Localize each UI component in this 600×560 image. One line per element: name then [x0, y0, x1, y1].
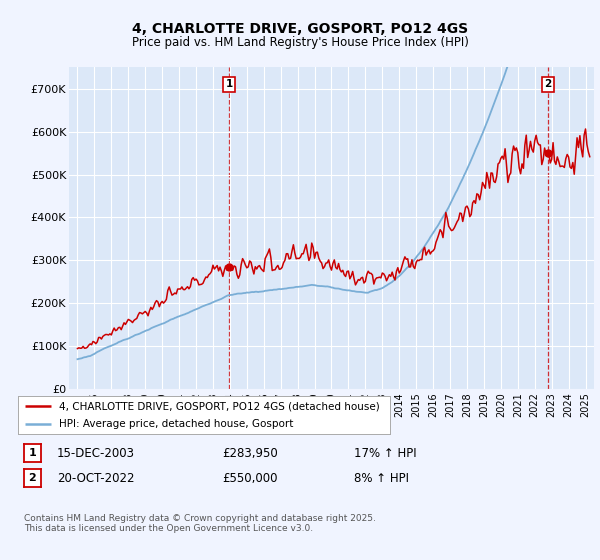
- Text: £283,950: £283,950: [222, 446, 278, 460]
- Text: 2: 2: [29, 473, 36, 483]
- Text: 8% ↑ HPI: 8% ↑ HPI: [354, 472, 409, 485]
- Text: HPI: Average price, detached house, Gosport: HPI: Average price, detached house, Gosp…: [59, 419, 293, 429]
- Text: 15-DEC-2003: 15-DEC-2003: [57, 446, 135, 460]
- Text: 1: 1: [226, 80, 233, 90]
- Text: £550,000: £550,000: [222, 472, 277, 485]
- Text: 4, CHARLOTTE DRIVE, GOSPORT, PO12 4GS: 4, CHARLOTTE DRIVE, GOSPORT, PO12 4GS: [132, 22, 468, 36]
- Text: 20-OCT-2022: 20-OCT-2022: [57, 472, 134, 485]
- Text: 1: 1: [29, 448, 36, 458]
- Text: 17% ↑ HPI: 17% ↑ HPI: [354, 446, 416, 460]
- Text: 4, CHARLOTTE DRIVE, GOSPORT, PO12 4GS (detached house): 4, CHARLOTTE DRIVE, GOSPORT, PO12 4GS (d…: [59, 401, 380, 411]
- Text: Contains HM Land Registry data © Crown copyright and database right 2025.
This d: Contains HM Land Registry data © Crown c…: [24, 514, 376, 534]
- Text: Price paid vs. HM Land Registry's House Price Index (HPI): Price paid vs. HM Land Registry's House …: [131, 36, 469, 49]
- Text: 2: 2: [545, 80, 552, 90]
